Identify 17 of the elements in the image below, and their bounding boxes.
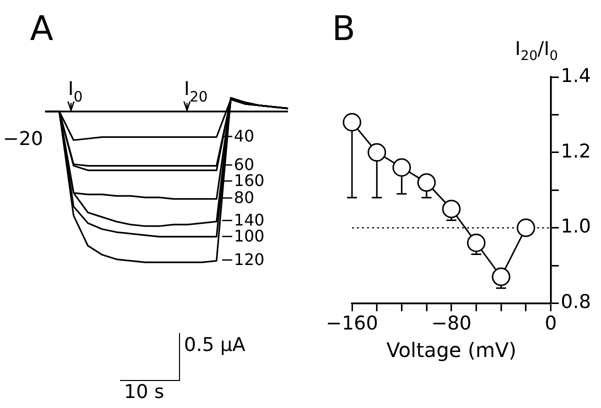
y-tick-label: 1.2 (560, 140, 591, 162)
text: 0.5 μA (184, 334, 246, 356)
y-axis-title: I$_{20}$/I$_{0}$ (515, 38, 558, 64)
y-tick-label: 0.8 (560, 291, 591, 314)
series-label: −120 (220, 250, 264, 269)
y-tick-label: 1.4 (560, 64, 591, 87)
chart-title: B (332, 9, 356, 49)
x-axis-title: Voltage (mV) (386, 338, 516, 362)
x-tick-label: 0 (544, 312, 557, 335)
y-tick-label: 1.0 (560, 216, 591, 238)
chart-title: A (30, 9, 54, 49)
text: −20 (3, 128, 44, 150)
text: 10 s (124, 381, 164, 403)
x-tick-label: −160 (326, 312, 378, 335)
series-label: −160 (220, 170, 264, 190)
x-tick-label: −80 (431, 312, 472, 335)
series-label: −80 (220, 188, 254, 208)
